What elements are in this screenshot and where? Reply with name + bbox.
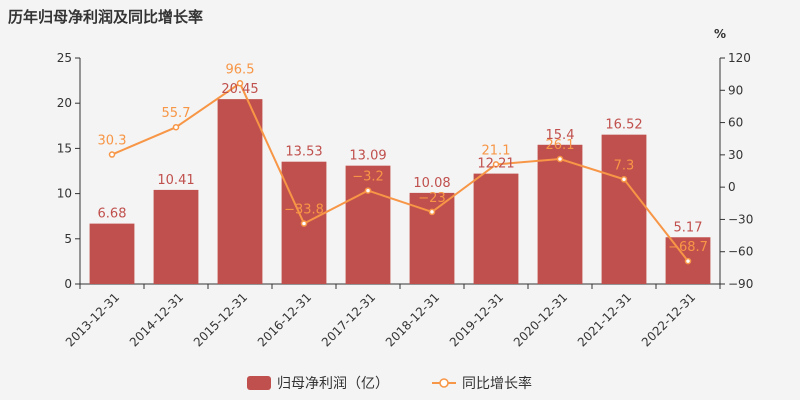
x-tick-label: 2020-12-31 bbox=[511, 290, 570, 349]
bar-value-label: 13.09 bbox=[349, 149, 386, 164]
growth-point bbox=[364, 187, 372, 194]
growth-value-label: −68.7 bbox=[668, 240, 708, 255]
y-right-tick-label: 120 bbox=[728, 51, 751, 65]
bar bbox=[217, 99, 263, 284]
bar-value-label: 5.17 bbox=[674, 220, 703, 235]
bar bbox=[537, 144, 583, 284]
bar bbox=[153, 189, 199, 284]
y-right-unit: % bbox=[714, 27, 726, 41]
bar-value-label: 10.08 bbox=[413, 176, 450, 191]
data-labels: 6.68 10.41 20.45 13.53 13.09 10.08 12.21 15.4 16… bbox=[98, 62, 708, 255]
y-right-tick-label: −60 bbox=[728, 245, 753, 259]
x-tick-label: 2015-12-31 bbox=[191, 290, 250, 349]
growth-point bbox=[492, 161, 500, 168]
y-left-tick-label: 10 bbox=[57, 187, 72, 201]
y-left-tick-label: 25 bbox=[57, 51, 72, 65]
y-right-tick-label: 60 bbox=[728, 116, 743, 130]
growth-point bbox=[236, 80, 244, 87]
growth-point bbox=[428, 208, 436, 216]
legend-line-label: 同比增长率 bbox=[462, 375, 532, 392]
bar bbox=[473, 173, 519, 284]
bar bbox=[601, 134, 647, 284]
bar-value-label: 15.4 bbox=[546, 128, 575, 143]
y-left-tick-label: 5 bbox=[64, 232, 72, 246]
growth-point bbox=[300, 220, 308, 227]
x-tick-label: 2016-12-31 bbox=[255, 290, 314, 349]
bar-value-label: 16.52 bbox=[605, 118, 642, 133]
growth-point bbox=[108, 151, 116, 158]
growth-point bbox=[556, 155, 564, 163]
x-tick-label: 2017-12-31 bbox=[319, 290, 378, 349]
y-left-tick-label: 15 bbox=[57, 141, 72, 155]
chart-title: 历年归母净利润及同比增长率 bbox=[8, 8, 204, 26]
x-tick-label: 2019-12-31 bbox=[447, 290, 506, 349]
bar-value-label: 12.21 bbox=[477, 157, 514, 172]
bar-value-label: 13.53 bbox=[285, 145, 322, 160]
y-left-tick-label: 20 bbox=[57, 96, 72, 110]
x-tick-label: 2021-12-31 bbox=[575, 290, 634, 349]
y-right-tick-label: 30 bbox=[728, 148, 743, 162]
legend-line-marker bbox=[439, 378, 449, 388]
x-tick-label: 2018-12-31 bbox=[383, 290, 442, 349]
x-tick-label: 2013-12-31 bbox=[63, 290, 122, 349]
bar bbox=[345, 165, 391, 284]
growth-value-label: −33.8 bbox=[284, 203, 324, 218]
y-right-tick-label: −30 bbox=[728, 212, 753, 226]
bar bbox=[89, 223, 135, 284]
bar bbox=[409, 192, 455, 284]
growth-point bbox=[684, 257, 692, 265]
growth-line bbox=[108, 80, 692, 265]
x-tick-label: 2022-12-31 bbox=[639, 290, 698, 349]
bar-value-label: 10.41 bbox=[157, 173, 194, 188]
growth-value-label: −3.2 bbox=[352, 170, 384, 185]
growth-point bbox=[620, 176, 628, 183]
growth-value-label: 26.1 bbox=[546, 138, 575, 153]
x-tick-label: 2014-12-31 bbox=[127, 290, 186, 349]
y-left-tick-label: 0 bbox=[64, 277, 72, 291]
y-right-tick-label: 0 bbox=[728, 180, 736, 194]
growth-value-label: 30.3 bbox=[98, 134, 127, 149]
legend-bar-label: 归母净利润（亿） bbox=[277, 375, 389, 392]
growth-line-path bbox=[111, 81, 689, 262]
legend-bar-swatch bbox=[247, 376, 271, 390]
y-right-tick-label: 90 bbox=[728, 83, 743, 97]
growth-value-label: −23 bbox=[418, 191, 445, 206]
growth-value-label: 21.1 bbox=[482, 143, 511, 158]
bar-value-label: 20.45 bbox=[221, 82, 258, 97]
y-right-tick-label: −90 bbox=[728, 277, 753, 291]
growth-value-label: 7.3 bbox=[614, 158, 635, 173]
bars bbox=[89, 99, 711, 284]
bar-value-label: 6.68 bbox=[98, 207, 127, 222]
axes: 0 5 10 15 20 25 −90 −60 −30 0 30 60 90 120% 2013-12-31… bbox=[57, 27, 754, 349]
growth-point bbox=[172, 123, 180, 131]
legend: 归母净利润（亿） 同比增长率 bbox=[247, 375, 532, 392]
growth-value-label: 96.5 bbox=[226, 62, 255, 77]
growth-value-label: 55.7 bbox=[162, 106, 191, 121]
